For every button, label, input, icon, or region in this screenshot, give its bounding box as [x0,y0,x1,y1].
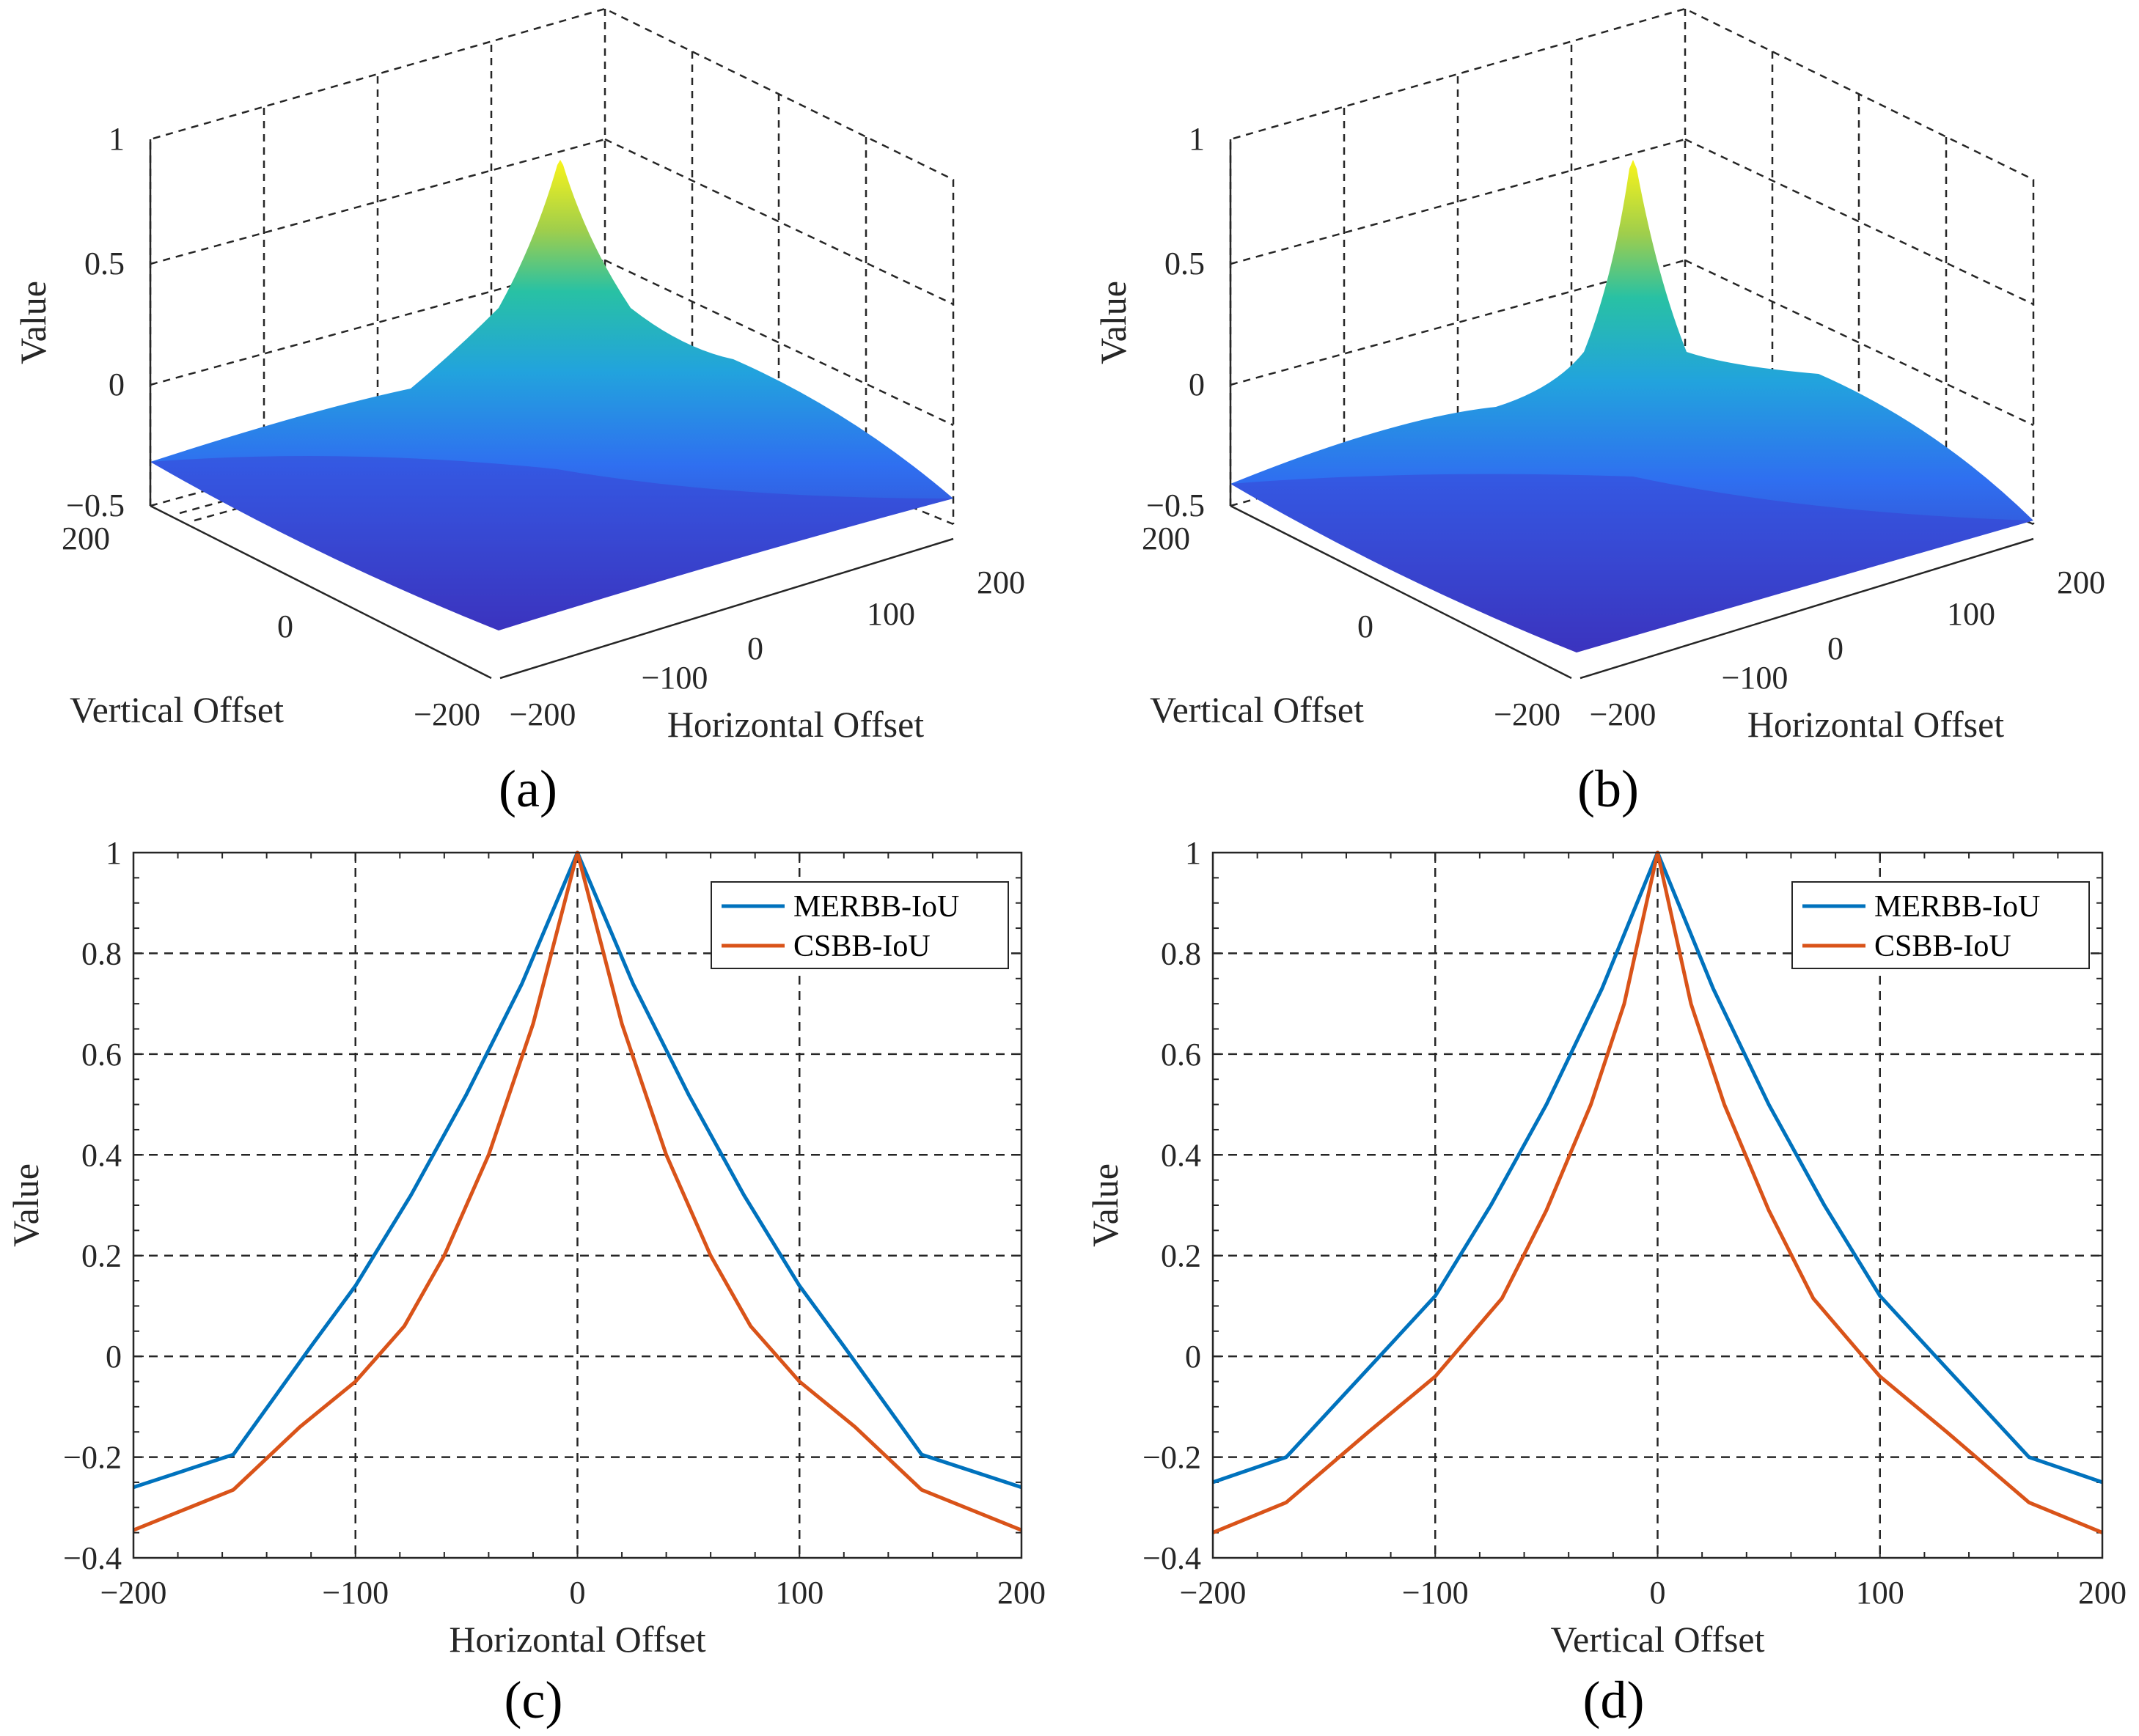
x-tick-a: 0 [747,630,763,666]
x-tick-a: −100 [642,660,708,696]
x-tick-label-c: −100 [322,1575,389,1611]
y-tick-label-d: 0.4 [1161,1137,1201,1173]
z-tick-b: 1 [1189,121,1205,157]
axis-lines-a [149,139,954,680]
y-tick-label-c: 0.6 [81,1037,122,1073]
x-tick-label-d: 0 [1650,1575,1666,1611]
z-tick-b: 0.5 [1164,246,1205,282]
x-tick-b: 100 [1947,596,1995,632]
panel-label-c: (c) [505,1671,563,1729]
panel-label-b: (b) [1577,760,1639,818]
y-tick-label-c: −0.4 [63,1540,122,1576]
legend-label-d: MERBB-IoU [1874,890,2040,924]
panel-label-d: (d) [1583,1671,1645,1729]
x-tick-b: 0 [1827,630,1843,666]
z-tick-a: 0 [109,367,125,402]
y-tick-label-d: 0.8 [1161,935,1201,971]
x-axis-label-a: Horizontal Offset [667,704,924,745]
y-tick-label-d: 0 [1185,1339,1201,1375]
y-tick-label-c: 0.8 [81,935,122,971]
y-tick-label-c: 0.4 [81,1137,122,1173]
line-chart-c: −200 −100 0 100 200 −0.4 −0.2 0 0.2 0.4 0.6 0.8 1 Hor… [5,835,1046,1729]
y-tick-label-c: −0.2 [63,1440,122,1476]
x-tick-label-d: 100 [1856,1575,1904,1611]
y-tick-b: 0 [1357,608,1373,644]
x-axis-label-b: Horizontal Offset [1747,704,2004,745]
y-tick-label-c: 0.2 [81,1238,122,1274]
plot-border-d [1211,851,2104,1559]
x-tick-a: 200 [977,564,1025,600]
legend-label-c: CSBB-IoU [793,930,931,963]
x-tick-b: −100 [1722,660,1788,696]
line-chart-d: −200 −100 0 100 200 −0.4 −0.2 0 0.2 0.4 0.6 0.8 1 Ver… [1085,835,2127,1729]
y-tick-label-d: −0.2 [1142,1440,1201,1476]
x-axis-label-c: Horizontal Offset [449,1619,705,1660]
y-tick-b: 200 [1142,521,1190,556]
legend-d: MERBB-IoU CSBB-IoU [1791,881,2090,969]
plot-border-c [132,851,1023,1559]
x-tick-label-c: 100 [775,1575,823,1611]
y-tick-a: −200 [414,696,480,732]
y-axis-label-d: Value [1085,1163,1126,1247]
z-tick-a: 1 [109,121,125,157]
legend-label-c: MERBB-IoU [793,890,959,924]
y-axis-label-a: Vertical Offset [70,689,284,730]
z-axis-label-a: Value [12,281,54,364]
legend-box-d [1791,881,2090,969]
z-axis-label-b: Value [1093,281,1134,364]
z-tick-b: 0 [1189,367,1205,402]
y-tick-b: −200 [1494,696,1560,732]
y-axis-label-c: Value [5,1163,46,1247]
legend-box-c [711,881,1009,969]
x-tick-label-d: −200 [1180,1575,1247,1611]
x-tick-label-c: −200 [100,1575,167,1611]
x-tick-a: −200 [510,696,576,732]
y-tick-a: 0 [277,608,293,644]
y-tick-label-d: −0.4 [1142,1540,1201,1576]
z-tick-b: −0.5 [1146,488,1205,523]
x-tick-label-d: −100 [1402,1575,1469,1611]
z-tick-a: −0.5 [66,488,125,523]
y-tick-a: 200 [62,521,110,556]
y-tick-label-c: 1 [106,835,122,871]
axis-lines-b [1229,139,2034,680]
surface-b [1230,160,2033,652]
x-tick-b: −200 [1590,696,1656,732]
x-tick-a: 100 [867,596,915,632]
y-tick-label-d: 1 [1185,835,1201,871]
surface-plot-b [1229,7,2035,680]
x-tick-label-d: 200 [2078,1575,2127,1611]
x-axis-label-d: Vertical Offset [1550,1619,1764,1660]
x-tick-label-c: 0 [570,1575,586,1611]
y-tick-label-c: 0 [106,1339,122,1375]
surface-plot-a [149,7,955,680]
x-tick-label-c: 200 [997,1575,1046,1611]
legend-c: MERBB-IoU CSBB-IoU [711,881,1009,969]
surface-a [150,160,953,630]
panel-label-a: (a) [499,760,557,818]
y-axis-label-b: Vertical Offset [1150,689,1364,730]
legend-label-d: CSBB-IoU [1874,930,2011,963]
z-tick-a: 0.5 [84,246,125,282]
y-tick-label-d: 0.6 [1161,1037,1201,1073]
y-tick-label-d: 0.2 [1161,1238,1201,1274]
x-tick-b: 200 [2057,564,2105,600]
